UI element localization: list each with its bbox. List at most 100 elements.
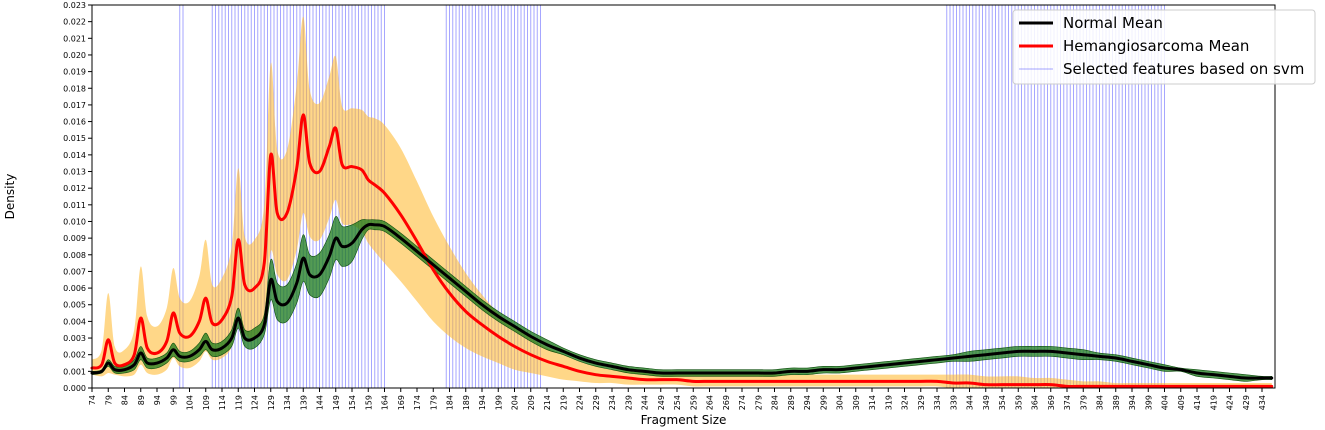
y-tick-label: 0.000 [63,384,86,393]
x-tick-label: 139 [299,395,308,410]
legend-label-normal-mean: Normal Mean [1063,14,1163,32]
y-tick-label: 0.021 [63,34,86,43]
x-tick-label: 189 [462,395,471,410]
y-tick-label: 0.002 [63,351,86,360]
x-tick-label: 284 [771,395,780,410]
x-tick-label: 204 [511,395,520,410]
y-axis-ticks: 0.000 0.001 0.002 0.003 0.004 0.005 0.006 0.007… [63,1,92,393]
series-lines [90,113,1274,388]
y-tick-label: 0.003 [63,334,86,343]
x-tick-label: 79 [104,395,113,405]
x-tick-label: 254 [673,395,682,410]
x-tick-label: 304 [836,395,845,410]
x-tick-label: 269 [722,395,731,410]
x-tick-label: 409 [1177,395,1186,410]
y-tick-label: 0.012 [63,184,86,193]
x-tick-label: 389 [1112,395,1121,410]
y-tick-label: 0.004 [63,317,86,326]
x-tick-label: 324 [901,395,910,410]
legend-label-hemangiosarcoma-mean: Hemangiosarcoma Mean [1063,37,1249,55]
y-tick-label: 0.010 [63,217,86,226]
plot-frame [91,4,1276,389]
y-tick-label: 0.016 [63,118,86,127]
y-tick-label: 0.023 [63,1,86,10]
x-tick-label: 344 [966,395,975,410]
y-tick-label: 0.009 [63,234,86,243]
y-tick-label: 0.005 [63,301,86,310]
y-tick-label: 0.017 [63,101,86,110]
x-tick-label: 229 [592,395,601,410]
x-tick-label: 244 [641,395,650,410]
x-tick-label: 319 [884,395,893,410]
legend: Normal Mean Hemangiosarcoma Mean Selecte… [1012,9,1316,85]
y-tick-label: 0.018 [63,84,86,93]
y-tick-label: 0.013 [63,168,86,177]
x-tick-label: 164 [381,395,390,410]
x-tick-label: 314 [868,395,877,410]
y-tick-label: 0.014 [63,151,86,160]
x-tick-label: 224 [576,395,585,410]
x-tick-label: 274 [738,395,747,410]
x-tick-label: 289 [787,395,796,410]
x-tick-label: 134 [283,395,292,410]
x-tick-label: 214 [543,395,552,410]
x-tick-label: 379 [1079,395,1088,410]
x-tick-label: 259 [689,395,698,410]
x-tick-label: 239 [624,395,633,410]
x-tick-label: 349 [982,395,991,410]
x-tick-label: 249 [657,395,666,410]
x-tick-label: 414 [1193,395,1202,410]
x-tick-label: 299 [819,395,828,410]
x-tick-label: 119 [234,395,243,410]
x-tick-label: 309 [852,395,861,410]
x-tick-label: 149 [332,395,341,410]
y-tick-label: 0.015 [63,134,86,143]
x-tick-label: 234 [608,395,617,410]
x-tick-label: 94 [153,395,162,405]
x-tick-label: 179 [429,395,438,410]
x-tick-label: 104 [186,395,195,410]
x-tick-label: 209 [527,395,536,410]
x-tick-label: 114 [218,395,227,410]
y-axis-label: Density [3,174,17,220]
x-tick-label: 99 [169,395,178,405]
x-tick-label: 74 [88,395,97,405]
x-tick-label: 329 [917,395,926,410]
x-tick-label: 169 [397,395,406,410]
x-tick-label: 174 [413,395,422,410]
x-tick-label: 154 [348,395,357,410]
x-tick-label: 89 [137,395,146,405]
x-tick-label: 294 [803,395,812,410]
x-axis-label: Fragment Size [641,413,727,427]
y-tick-label: 0.007 [63,267,86,276]
legend-label-selected-features: Selected features based on svm [1063,60,1304,78]
x-axis-ticks: 74 79 84 89 94 99 104 109 114 119 124 129 134 139 144 1… [88,388,1267,410]
x-tick-label: 109 [202,395,211,410]
x-tick-label: 144 [316,395,325,410]
x-tick-label: 194 [478,395,487,410]
x-tick-label: 404 [1161,395,1170,410]
x-tick-label: 359 [1014,395,1023,410]
y-tick-label: 0.022 [63,18,86,27]
hemangiosarcoma-mean-line [90,113,1274,388]
x-tick-label: 129 [267,395,276,410]
x-tick-label: 354 [998,395,1007,410]
x-tick-label: 434 [1258,395,1267,410]
x-tick-label: 429 [1242,395,1251,410]
legend-box [1012,9,1316,85]
x-tick-label: 424 [1226,395,1235,410]
x-tick-label: 124 [251,395,260,410]
x-tick-label: 339 [949,395,958,410]
x-tick-label: 399 [1144,395,1153,410]
x-tick-label: 279 [754,395,763,410]
y-tick-label: 0.006 [63,284,86,293]
y-tick-label: 0.008 [63,251,86,260]
x-tick-label: 184 [446,395,455,410]
y-tick-label: 0.011 [63,201,86,210]
y-tick-label: 0.001 [63,367,86,376]
normal-mean-line [90,222,1274,380]
x-tick-label: 374 [1063,395,1072,410]
x-tick-label: 369 [1047,395,1056,410]
